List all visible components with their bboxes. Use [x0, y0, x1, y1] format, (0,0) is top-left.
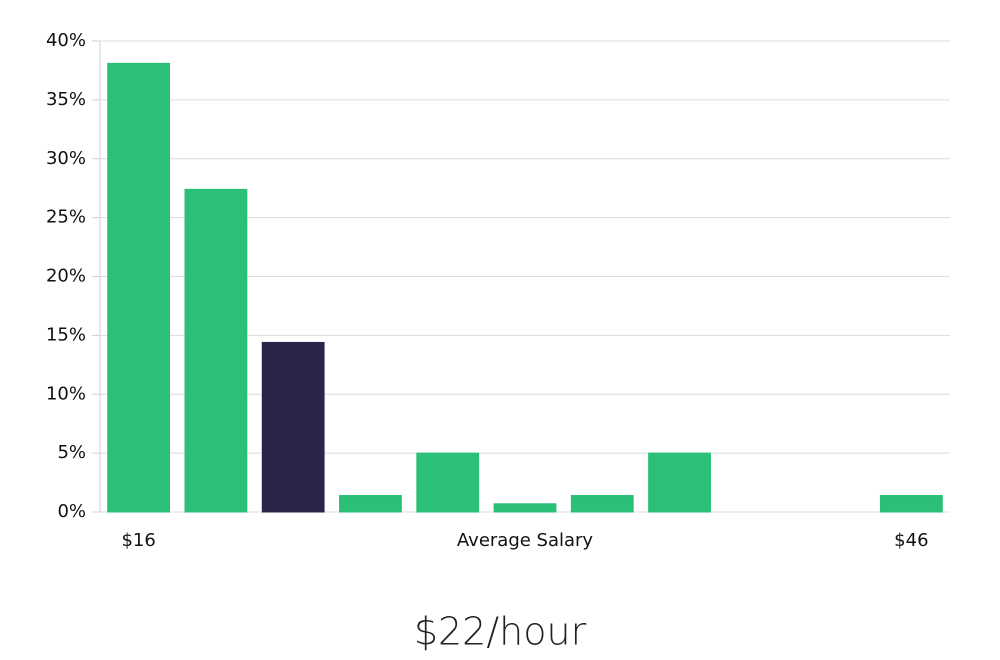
bar — [261, 341, 325, 513]
bar — [184, 188, 248, 513]
bar — [879, 495, 943, 513]
bar — [339, 495, 402, 513]
y-tick-label: 15% — [46, 324, 86, 345]
y-tick-label: 25% — [46, 207, 86, 228]
y-tick-label: 30% — [46, 148, 86, 169]
x-tick-label: $46 — [894, 530, 928, 551]
y-tick-label: 35% — [46, 89, 86, 110]
bar — [493, 503, 557, 513]
bar — [570, 495, 634, 513]
y-tick-label: 40% — [46, 30, 86, 51]
y-tick-label: 10% — [46, 383, 86, 404]
bar — [416, 452, 480, 513]
y-tick-label: 0% — [57, 501, 86, 522]
y-tick-label: 20% — [46, 266, 86, 287]
x-axis-label: Average Salary — [457, 530, 594, 551]
bar — [648, 452, 711, 513]
bar — [107, 62, 171, 513]
y-tick-label: 5% — [57, 442, 86, 463]
salary-annotation: $22/hour — [414, 610, 587, 654]
x-tick-label: $16 — [121, 530, 155, 551]
